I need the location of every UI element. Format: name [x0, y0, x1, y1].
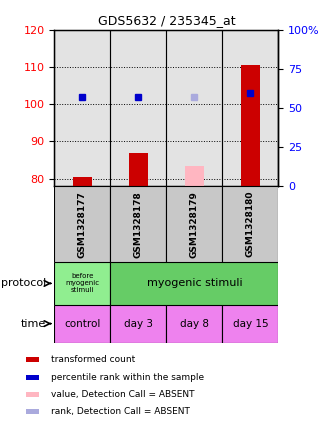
Bar — [26, 392, 39, 397]
Title: GDS5632 / 235345_at: GDS5632 / 235345_at — [98, 14, 235, 27]
Bar — [166, 30, 222, 186]
Bar — [222, 305, 278, 343]
Bar — [26, 409, 39, 414]
Bar — [110, 30, 166, 186]
Text: GSM1328177: GSM1328177 — [78, 191, 87, 258]
Bar — [26, 374, 39, 379]
Bar — [241, 65, 260, 186]
Text: control: control — [64, 319, 100, 329]
Text: GSM1328180: GSM1328180 — [246, 191, 255, 258]
Bar — [54, 186, 110, 262]
Bar — [54, 305, 110, 343]
Text: transformed count: transformed count — [51, 355, 135, 364]
Bar — [54, 262, 110, 305]
Bar — [166, 305, 222, 343]
Text: protocol: protocol — [1, 278, 46, 288]
Bar — [222, 30, 278, 186]
Text: day 15: day 15 — [233, 319, 268, 329]
Text: rank, Detection Call = ABSENT: rank, Detection Call = ABSENT — [51, 407, 190, 416]
Bar — [222, 186, 278, 262]
Text: time: time — [21, 319, 46, 329]
Text: value, Detection Call = ABSENT: value, Detection Call = ABSENT — [51, 390, 195, 399]
Bar — [54, 30, 110, 186]
Bar — [26, 357, 39, 363]
Text: day 3: day 3 — [124, 319, 153, 329]
Bar — [73, 177, 92, 186]
Bar — [129, 153, 148, 186]
Bar — [110, 262, 278, 305]
Bar — [166, 186, 222, 262]
Text: before
myogenic
stimuli: before myogenic stimuli — [65, 273, 100, 294]
Bar — [110, 186, 166, 262]
Text: myogenic stimuli: myogenic stimuli — [147, 278, 242, 288]
Text: day 8: day 8 — [180, 319, 209, 329]
Bar — [110, 305, 166, 343]
Text: percentile rank within the sample: percentile rank within the sample — [51, 373, 204, 382]
Bar — [185, 166, 204, 186]
Text: GSM1328179: GSM1328179 — [190, 191, 199, 258]
Text: GSM1328178: GSM1328178 — [134, 191, 143, 258]
